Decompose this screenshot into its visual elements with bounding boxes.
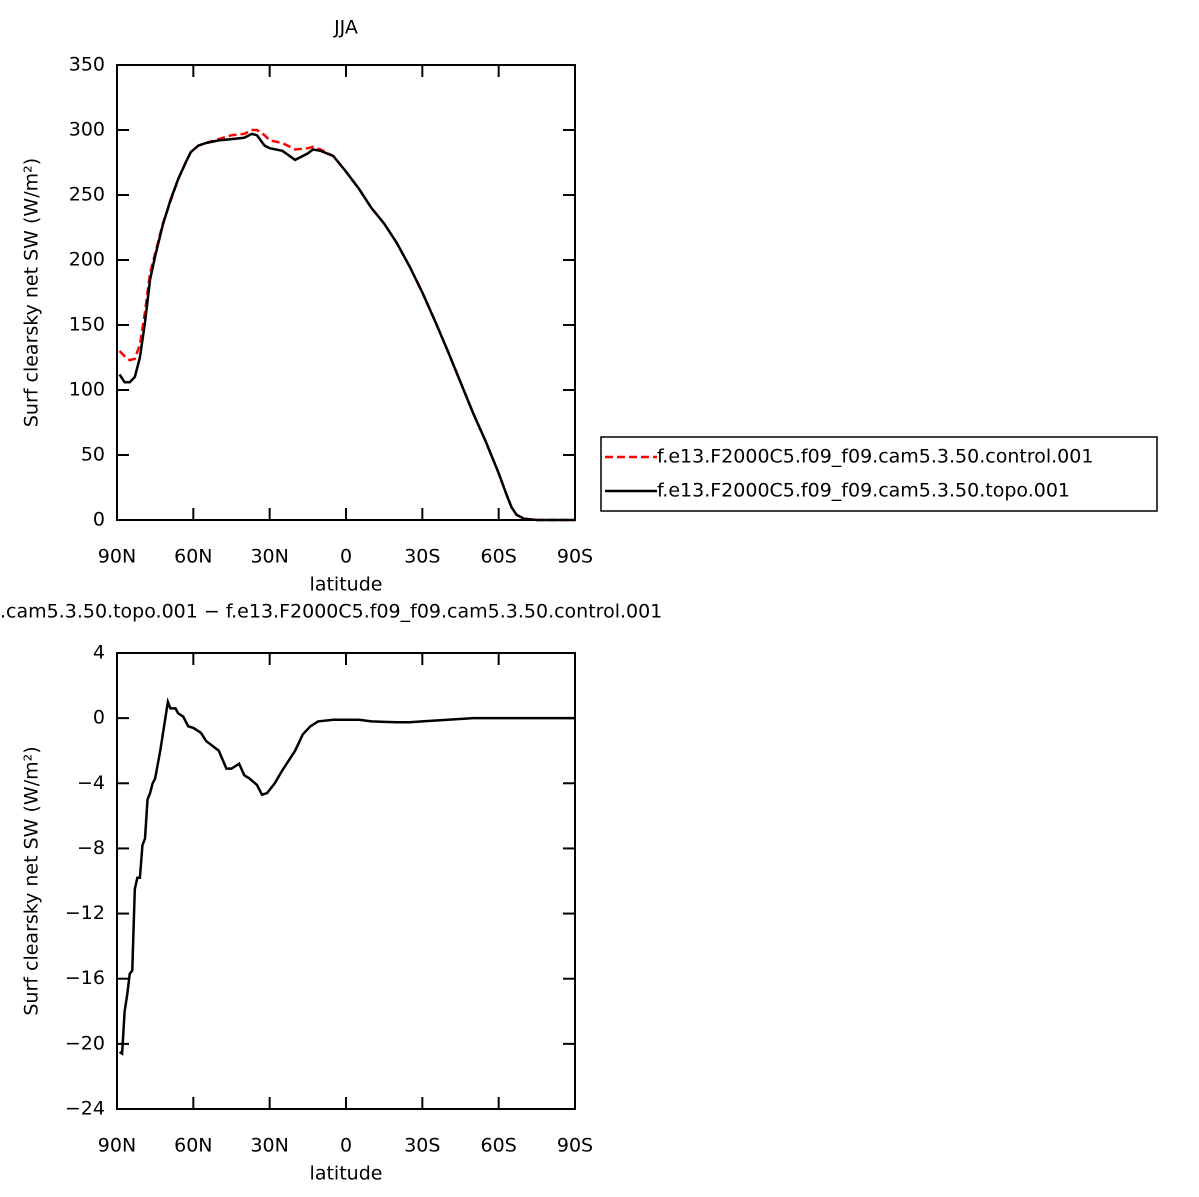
x-axis-label: latitude [310, 1163, 383, 1185]
plot-frame [116, 64, 576, 521]
y-tick-label: 0 [93, 707, 105, 729]
y-tick-label: 100 [69, 379, 105, 401]
y-tick-label: 150 [69, 314, 105, 336]
x-tick-label: 90N [98, 546, 136, 568]
x-tick-label: 30S [404, 546, 440, 568]
y-tick-label: −12 [65, 902, 105, 924]
legend-label: f.e13.F2000C5.f09_f09.cam5.3.50.control.… [657, 446, 1093, 468]
x-tick-label: 0 [340, 1135, 352, 1157]
chart-title: .cam5.3.50.topo.001 − f.e13.F2000C5.f09_… [0, 601, 662, 623]
y-tick-label: −20 [65, 1032, 105, 1054]
data-line [118, 132, 575, 522]
legend-box [600, 436, 1158, 512]
x-tick-label: 0 [340, 546, 352, 568]
x-tick-label: 60N [174, 546, 212, 568]
x-tick-label: 60S [481, 546, 517, 568]
x-tick-label: 60N [174, 1135, 212, 1157]
x-tick-label: 60S [481, 1135, 517, 1157]
y-tick-label: −16 [65, 967, 105, 989]
x-axis-label: latitude [310, 574, 383, 596]
y-axis-label: Surf clearsky net SW (W/m²) [21, 746, 43, 1015]
data-line [118, 697, 575, 1056]
x-tick-label: 30S [404, 1135, 440, 1157]
y-axis-label: Surf clearsky net SW (W/m²) [21, 158, 43, 427]
y-tick-label: 350 [69, 54, 105, 76]
chart-title: JJA [333, 17, 358, 39]
y-tick-label: 200 [69, 249, 105, 271]
x-tick-label: 90S [557, 546, 593, 568]
y-tick-label: −24 [65, 1098, 105, 1120]
data-line [118, 128, 575, 522]
y-tick-label: 300 [69, 119, 105, 141]
x-tick-label: 30N [250, 546, 288, 568]
y-tick-label: 50 [81, 444, 105, 466]
legend-label: f.e13.F2000C5.f09_f09.cam5.3.50.topo.001 [657, 480, 1070, 502]
x-tick-label: 90N [98, 1135, 136, 1157]
x-tick-label: 90S [557, 1135, 593, 1157]
plot-frame [116, 652, 576, 1110]
x-tick-label: 30N [250, 1135, 288, 1157]
y-tick-label: −4 [77, 772, 105, 794]
y-tick-label: 0 [93, 509, 105, 531]
y-tick-label: 250 [69, 184, 105, 206]
y-tick-label: 4 [93, 642, 105, 664]
y-tick-label: −8 [77, 837, 105, 859]
